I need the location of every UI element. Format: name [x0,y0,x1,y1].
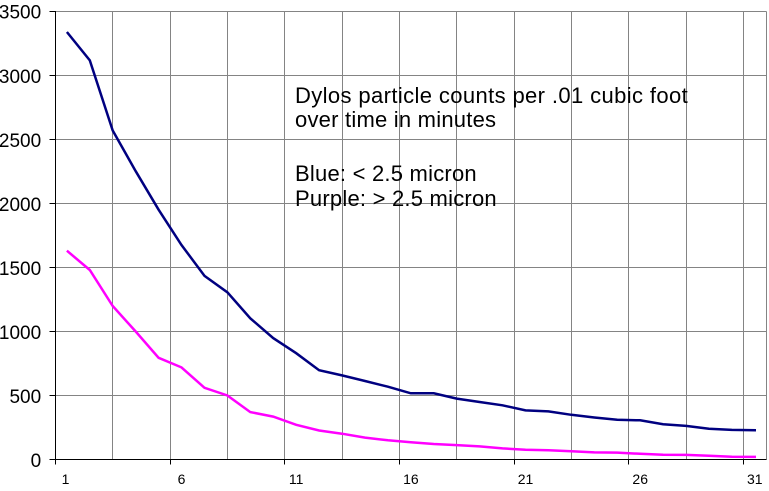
svg-text:21: 21 [518,471,534,486]
svg-text:1: 1 [62,471,70,486]
svg-text:Purple: > 2.5 micron: Purple: > 2.5 micron [295,186,497,211]
svg-text:16: 16 [403,471,419,486]
svg-text:1500: 1500 [0,259,41,280]
svg-text:3000: 3000 [0,67,41,88]
svg-text:over time in minutes: over time in minutes [295,107,496,132]
svg-text:31: 31 [747,471,763,486]
svg-text:26: 26 [632,471,648,486]
svg-text:2000: 2000 [0,195,41,216]
svg-text:Dylos particle counts per .01: Dylos particle counts per .01 cubic foot [295,83,688,108]
svg-text:500: 500 [9,387,41,408]
svg-text:2500: 2500 [0,131,41,152]
svg-text:0: 0 [31,451,42,472]
svg-text:6: 6 [178,471,186,486]
svg-text:11: 11 [289,471,304,486]
svg-text:3500: 3500 [0,3,41,24]
svg-text:1000: 1000 [0,323,41,344]
svg-text:Blue: < 2.5 micron: Blue: < 2.5 micron [295,161,477,186]
